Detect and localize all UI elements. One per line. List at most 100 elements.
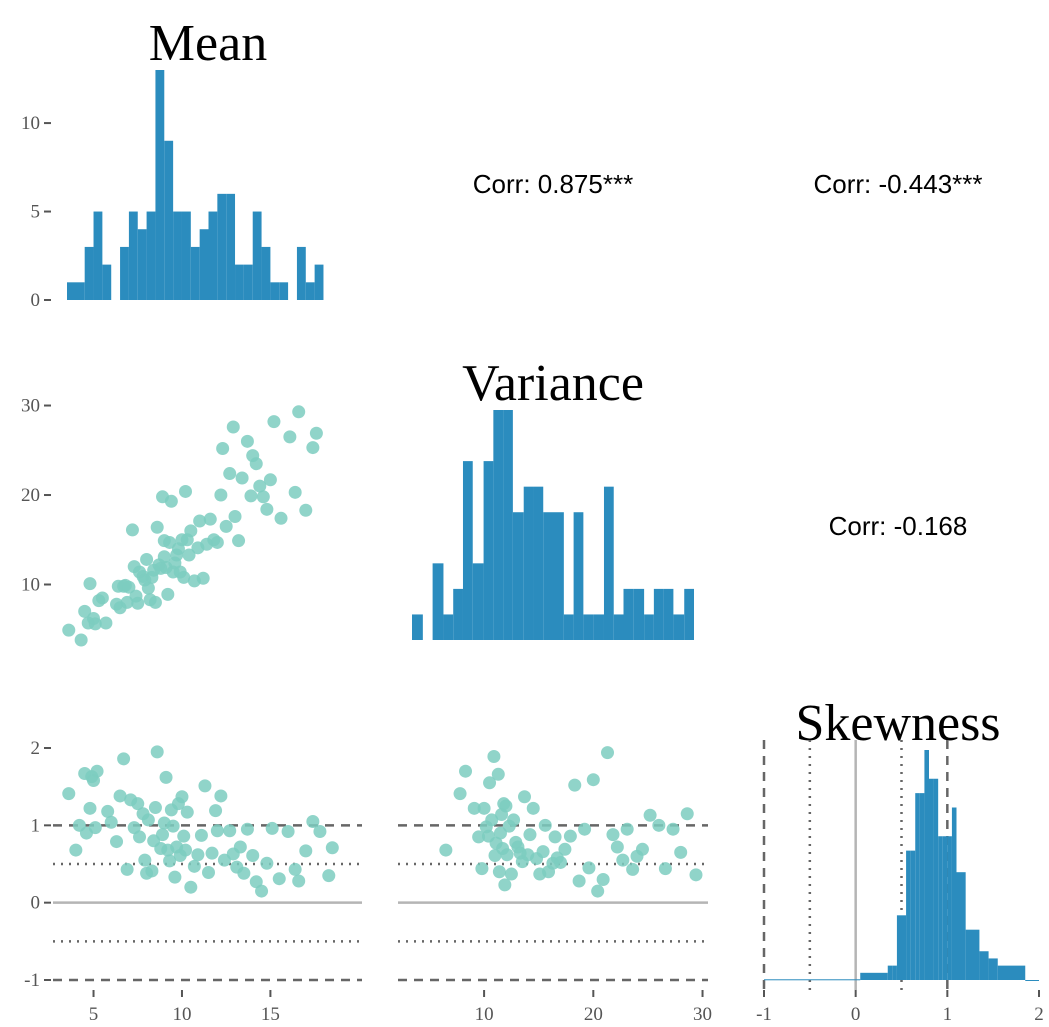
skewness-hist-bar [901, 915, 907, 980]
variance-skewness-point [563, 829, 577, 843]
mean-variance-point [240, 434, 254, 448]
mean-skewness-point [233, 840, 247, 854]
mean-hist-bar [261, 246, 271, 300]
mean-variance-point [164, 494, 178, 508]
variance-hist-bar [633, 588, 645, 640]
mean-variance-point [210, 535, 224, 549]
mean-skewness-point [313, 825, 327, 839]
mean-hist-bar [155, 70, 165, 300]
variance-skewness-point [526, 801, 540, 815]
mean-hist-bar [173, 211, 182, 300]
mean-skewness-point [184, 880, 198, 894]
mean-skewness-point [237, 866, 251, 880]
skewness-hist-bar [906, 850, 911, 980]
mean-skewness-point [166, 819, 180, 833]
mean-skewness-point [194, 828, 208, 842]
mean-hist-bar [84, 246, 94, 300]
variance-skewness-point [477, 801, 491, 815]
mean-skewness-point [110, 835, 124, 849]
variance-hist-bar [563, 614, 574, 640]
variance-hist-bar [644, 614, 654, 640]
mean-skewness-point [260, 856, 274, 870]
variance-skewness-point [504, 867, 518, 881]
mean-hist-bar [208, 211, 218, 300]
skewness-hist-bar [942, 836, 948, 980]
mean-skewness-point [214, 789, 228, 803]
mean-skewness-point [113, 789, 127, 803]
mean-variance-point [122, 580, 136, 594]
mean-skewness-point [246, 848, 260, 862]
skewness-hist-bar [951, 807, 957, 980]
variance-skewness-point [467, 801, 481, 815]
mean-skewness-ytick-label: 0 [31, 893, 41, 914]
mean-hist-ytick-label: 0 [31, 290, 41, 311]
mean-hist-bar [137, 229, 147, 300]
skewness-hist-bar [933, 778, 939, 980]
skewness-panel-title: Skewness [795, 695, 1000, 752]
mean-hist-bar [164, 140, 174, 300]
mean-hist-bar [226, 193, 236, 300]
mean-xtick-label: 10 [172, 1004, 191, 1025]
variance-xtick-label: 10 [475, 1004, 494, 1025]
variance-hist-bar [623, 588, 634, 640]
skewness-hist-bar [860, 972, 888, 980]
variance-skewness-point [475, 862, 489, 876]
mean-variance-point [196, 571, 210, 585]
mean-panel-title: Mean [149, 15, 267, 72]
mean-variance-point [244, 489, 258, 503]
variance-skewness-point [536, 845, 550, 859]
variance-skewness-point [666, 822, 680, 836]
variance-skewness-point [558, 842, 572, 856]
mean-variance-ytick-label: 30 [21, 396, 40, 417]
variance-hist-bar [673, 614, 685, 640]
mean-skewness-point [145, 864, 159, 878]
variance-hist-bar [412, 614, 423, 640]
mean-vs-skewness-scatter [53, 745, 362, 982]
mean-variance-point [216, 441, 230, 455]
variance-skewness-point [518, 790, 532, 804]
skewness-hist-bar [956, 872, 966, 980]
mean-skewness-point [322, 869, 336, 883]
corr-variance-skewness: Corr: -0.168 [829, 511, 968, 541]
mean-hist-bar [93, 211, 103, 300]
mean-variance-point [131, 596, 145, 610]
mean-variance-point [219, 519, 233, 533]
mean-skewness-point [191, 848, 205, 862]
mean-variance-point [157, 550, 171, 564]
mean-hist-bar [199, 229, 209, 300]
mean-variance-point [214, 488, 228, 502]
mean-variance-point [62, 623, 76, 637]
variance-skewness-point [610, 840, 624, 854]
mean-variance-point [274, 511, 288, 525]
axes: 0 5 10 -1 0 1 2 10 20 30 -1 0 1 2 5 10 15 10 20 30 [21, 113, 1044, 1025]
variance-skewness-point [459, 764, 473, 778]
variance-panel-title: Variance [462, 355, 644, 412]
skewness-hist-bar [938, 836, 943, 980]
mean-variance-point [299, 503, 313, 517]
mean-variance-point [99, 616, 113, 630]
variance-hist-bar [653, 588, 664, 640]
mean-variance-point [226, 420, 240, 434]
mean-skewness-point [83, 801, 97, 815]
mean-skewness-point [325, 841, 339, 855]
mean-skewness-point [90, 764, 104, 778]
variance-skewness-point [453, 787, 467, 801]
variance-hist-bar [453, 588, 463, 640]
mean-skewness-ytick-label: 1 [31, 815, 41, 836]
mean-variance-point [78, 604, 92, 618]
mean-skewness-point [179, 843, 193, 857]
variance-skewness-point [500, 848, 514, 862]
mean-variance-point [253, 479, 267, 493]
skewness-hist-bar [929, 778, 934, 980]
variance-hist-bar [583, 614, 594, 640]
mean-histogram [67, 70, 324, 300]
variance-histogram [412, 410, 694, 640]
mean-skewness-point [180, 805, 194, 819]
variance-skewness-point [439, 843, 453, 857]
mean-xtick-label: 5 [89, 1004, 99, 1025]
mean-skewness-point [120, 862, 134, 876]
mean-hist-bar [252, 211, 262, 300]
variance-hist-bar [493, 410, 504, 640]
skewness-hist-bar [1025, 980, 1039, 981]
mean-variance-point [288, 485, 302, 499]
